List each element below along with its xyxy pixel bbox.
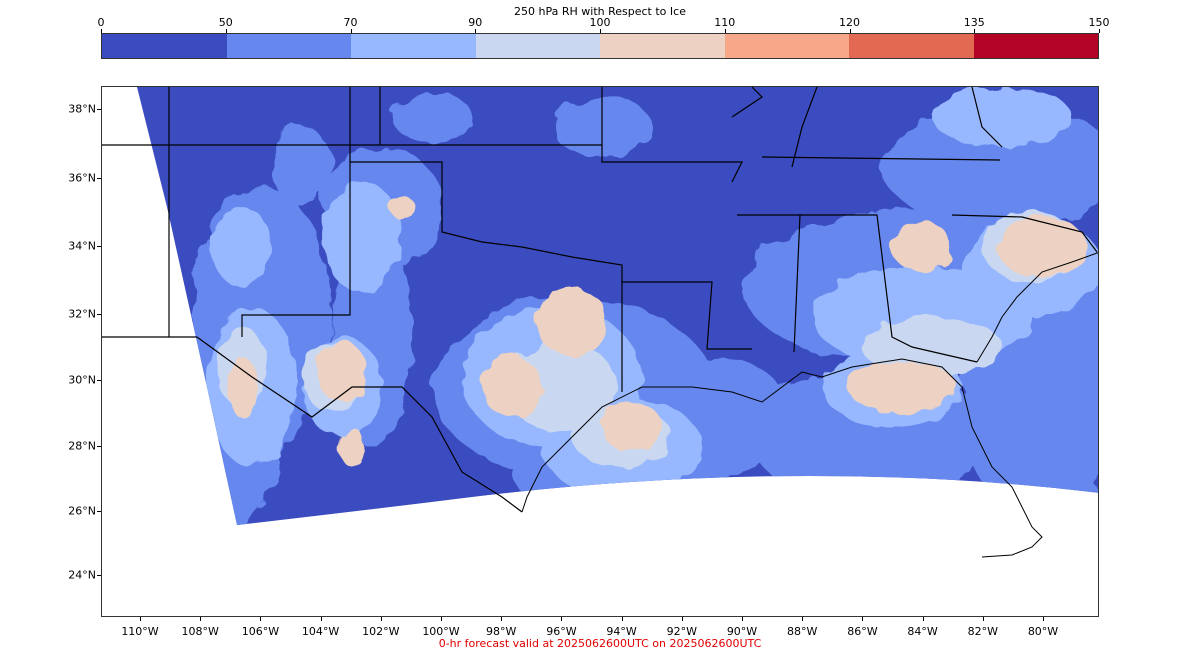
latitude-tick [97, 178, 101, 179]
longitude-label: 104°W [301, 625, 340, 638]
longitude-label: 98°W [486, 625, 517, 638]
latitude-label: 30°N [68, 373, 96, 387]
colorbar [101, 33, 1099, 59]
latitude-tick [97, 446, 101, 447]
latitude-tick [97, 246, 101, 247]
latitude-label: 28°N [68, 439, 96, 453]
colorbar-segment [849, 34, 974, 58]
colorbar-segment [351, 34, 476, 58]
colorbar-tick-mark [600, 29, 601, 33]
colorbar-tick-label: 110 [714, 16, 736, 29]
latitude-tick [97, 511, 101, 512]
colorbar-tick-mark [225, 29, 227, 33]
longitude-tick [621, 617, 623, 621]
latitude-tick [97, 314, 101, 315]
longitude-label: 86°W [847, 625, 878, 638]
longitude-label: 108°W [181, 625, 219, 638]
longitude-label: 88°W [787, 625, 818, 638]
latitude-label: 36°N [68, 171, 96, 185]
colorbar-segment [102, 34, 227, 58]
rh-shading [137, 87, 1098, 525]
latitude-label: 32°N [68, 307, 96, 321]
colorbar-tick-label: 70 [343, 16, 358, 29]
longitude-label: 84°W [907, 625, 938, 638]
longitude-tick [441, 617, 442, 621]
longitude-tick [802, 617, 804, 621]
colorbar-segment [973, 34, 1098, 58]
longitude-tick [200, 617, 202, 621]
longitude-label: 96°W [546, 625, 577, 638]
longitude-tick [320, 617, 322, 621]
colorbar-tick-mark [724, 29, 726, 33]
latitude-label: 38°N [68, 102, 96, 116]
longitude-label: 94°W [606, 625, 637, 638]
latitude-label: 24°N [68, 568, 96, 582]
colorbar-title: 250 hPa RH with Respect to Ice [514, 5, 686, 18]
rh-band-100-110 [227, 195, 1087, 467]
colorbar-tick-mark [475, 29, 477, 33]
rh-field-map [102, 87, 1098, 558]
colorbar-segment [226, 34, 351, 58]
state-boundaries [102, 87, 1098, 513]
longitude-tick [681, 617, 683, 621]
longitude-tick [742, 617, 743, 621]
colorbar-segment [475, 34, 600, 58]
longitude-label: 82°W [967, 625, 998, 638]
longitude-tick [982, 617, 984, 621]
longitude-tick [922, 617, 924, 621]
colorbar-tick-mark [350, 29, 352, 33]
colorbar-segment [600, 34, 725, 58]
longitude-tick [561, 617, 563, 621]
colorbar-tick-mark [1099, 29, 1100, 33]
longitude-label: 110°W [121, 625, 159, 638]
colorbar-tick-label: 150 [1088, 16, 1110, 29]
forecast-valid-footer: 0-hr forecast valid at 2025062600UTC on … [438, 637, 762, 650]
longitude-label: 92°W [666, 625, 697, 638]
longitude-label: 80°W [1027, 625, 1059, 638]
colorbar-tick-mark [974, 29, 976, 33]
coastline [521, 252, 1098, 558]
colorbar-tick-label: 100 [589, 16, 611, 29]
longitude-tick [380, 617, 382, 621]
longitude-tick [140, 617, 141, 621]
colorbar-tick-label: 120 [839, 16, 860, 29]
colorbar-segment [724, 34, 849, 58]
longitude-label: 102°W [362, 625, 400, 638]
colorbar-tick-mark [101, 29, 102, 33]
colorbar-tick-label: 135 [963, 16, 985, 29]
longitude-tick [501, 617, 503, 621]
latitude-label: 26°N [68, 504, 96, 518]
longitude-tick [1043, 617, 1044, 621]
longitude-label: 90°W [726, 625, 758, 638]
longitude-tick [260, 617, 262, 621]
latitude-label: 34°N [68, 239, 96, 253]
colorbar-tick-label: 50 [218, 16, 233, 29]
colorbar-tick-mark [849, 29, 851, 33]
longitude-label: 100°W [422, 625, 460, 638]
colorbar-tick-label: 90 [468, 16, 483, 29]
longitude-tick [862, 617, 864, 621]
latitude-tick [97, 575, 101, 576]
latitude-tick [97, 109, 101, 110]
latitude-tick [97, 380, 101, 381]
colorbar-tick-label: 0 [97, 16, 105, 29]
longitude-label: 106°W [241, 625, 280, 638]
map-panel [101, 86, 1099, 617]
